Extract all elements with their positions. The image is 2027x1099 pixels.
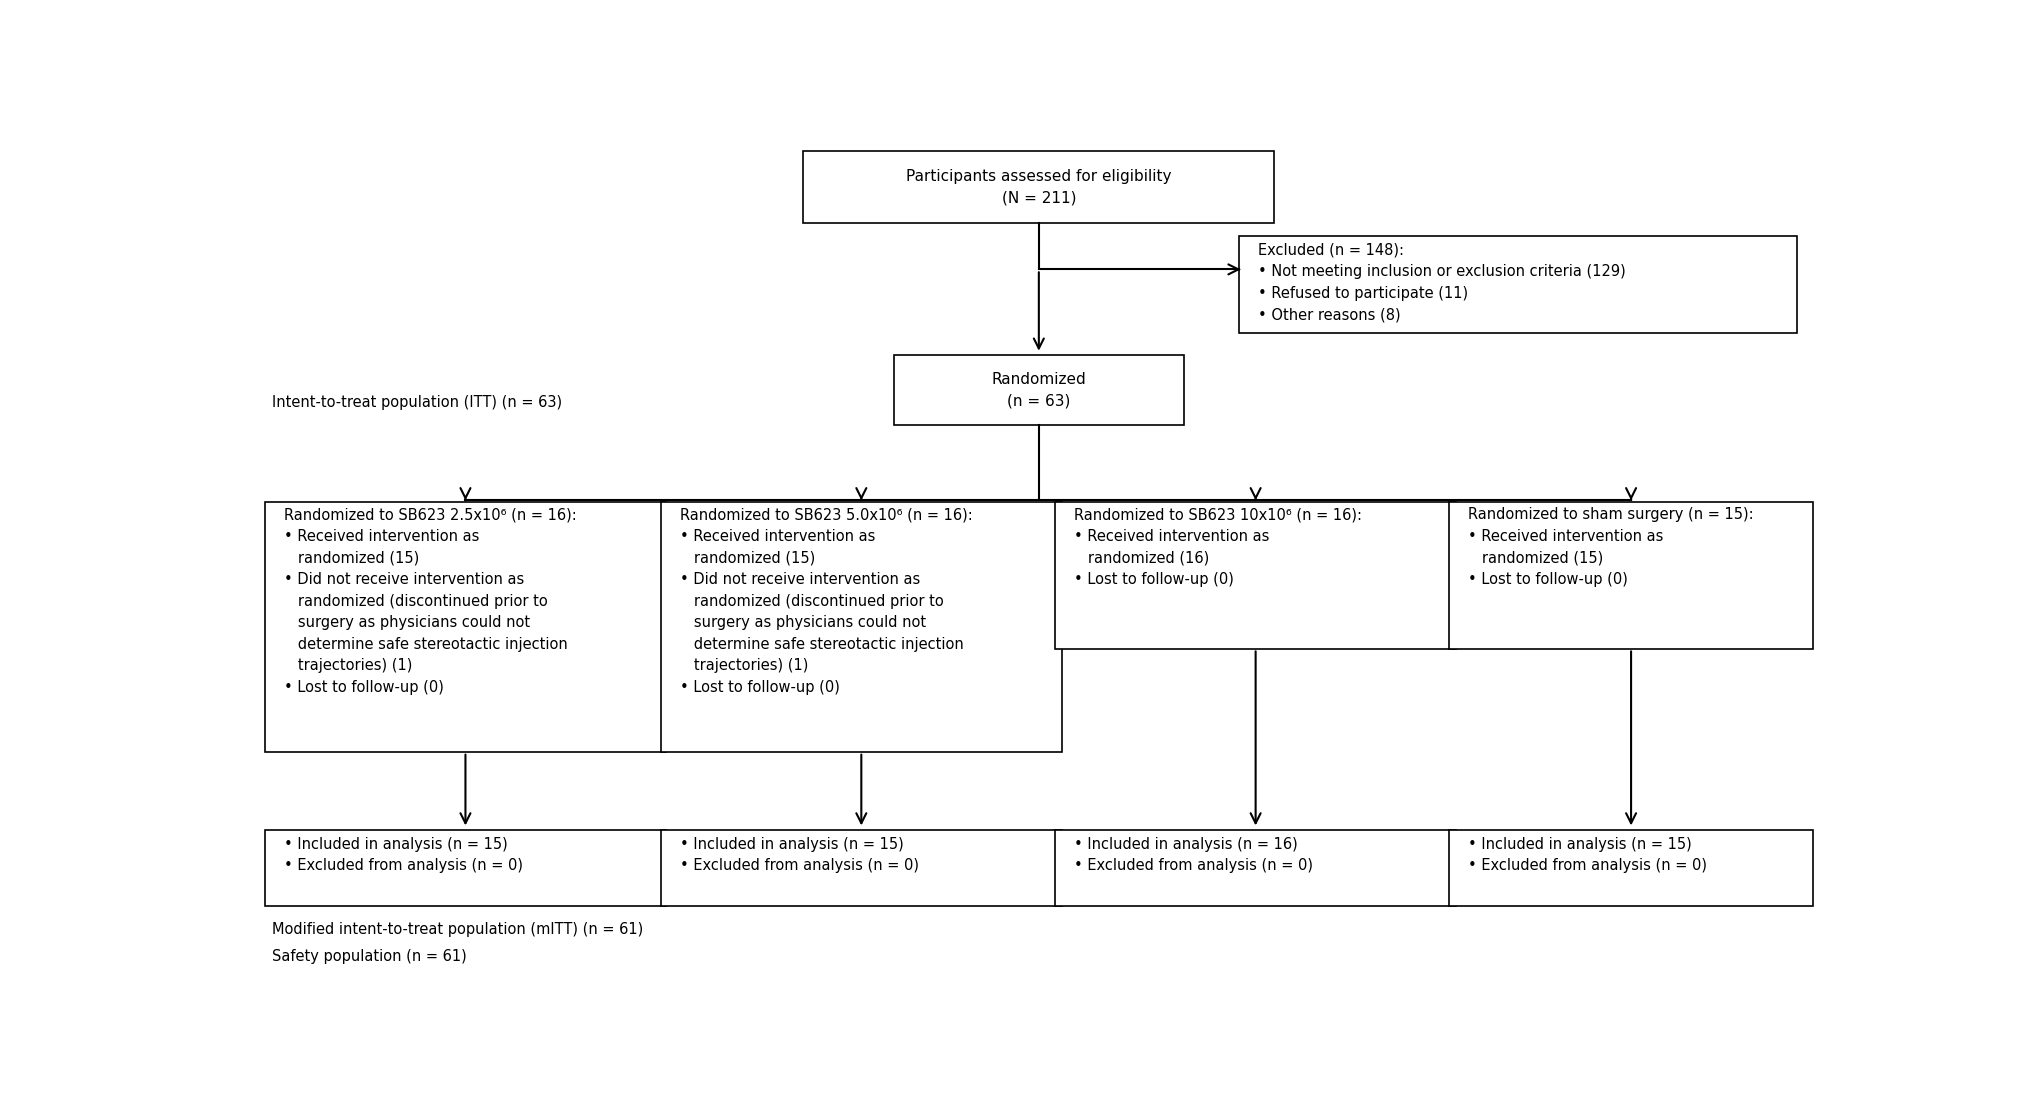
FancyBboxPatch shape	[1056, 830, 1455, 907]
FancyBboxPatch shape	[661, 502, 1062, 752]
FancyBboxPatch shape	[894, 355, 1184, 424]
Text: Participants assessed for eligibility
(N = 211): Participants assessed for eligibility (N…	[906, 168, 1172, 206]
FancyBboxPatch shape	[661, 830, 1062, 907]
FancyBboxPatch shape	[1449, 502, 1814, 648]
Text: Randomized to SB623 10x10⁶ (n = 16):
• Received intervention as
   randomized (1: Randomized to SB623 10x10⁶ (n = 16): • R…	[1074, 507, 1362, 587]
FancyBboxPatch shape	[1056, 502, 1455, 648]
Text: Randomized to SB623 5.0x10⁶ (n = 16):
• Received intervention as
   randomized (: Randomized to SB623 5.0x10⁶ (n = 16): • …	[679, 507, 973, 695]
Text: Randomized to sham surgery (n = 15):
• Received intervention as
   randomized (1: Randomized to sham surgery (n = 15): • R…	[1468, 507, 1753, 587]
Text: • Included in analysis (n = 16)
• Excluded from analysis (n = 0): • Included in analysis (n = 16) • Exclud…	[1074, 836, 1313, 874]
FancyBboxPatch shape	[1238, 235, 1796, 333]
Text: Intent-to-treat population (ITT) (n = 63): Intent-to-treat population (ITT) (n = 63…	[272, 396, 561, 410]
Text: Randomized to SB623 2.5x10⁶ (n = 16):
• Received intervention as
   randomized (: Randomized to SB623 2.5x10⁶ (n = 16): • …	[284, 507, 578, 695]
Text: Randomized
(n = 63): Randomized (n = 63)	[991, 371, 1086, 409]
Text: • Included in analysis (n = 15)
• Excluded from analysis (n = 0): • Included in analysis (n = 15) • Exclud…	[1468, 836, 1707, 874]
FancyBboxPatch shape	[266, 830, 665, 907]
Text: • Included in analysis (n = 15)
• Excluded from analysis (n = 0): • Included in analysis (n = 15) • Exclud…	[679, 836, 918, 874]
Text: Safety population (n = 61): Safety population (n = 61)	[272, 950, 466, 965]
Text: • Included in analysis (n = 15)
• Excluded from analysis (n = 0): • Included in analysis (n = 15) • Exclud…	[284, 836, 523, 874]
Text: Modified intent-to-treat population (mITT) (n = 61): Modified intent-to-treat population (mIT…	[272, 922, 643, 936]
FancyBboxPatch shape	[1449, 830, 1814, 907]
Text: Excluded (n = 148):
• Not meeting inclusion or exclusion criteria (129)
• Refuse: Excluded (n = 148): • Not meeting inclus…	[1259, 242, 1626, 322]
FancyBboxPatch shape	[803, 151, 1275, 223]
FancyBboxPatch shape	[266, 502, 665, 752]
